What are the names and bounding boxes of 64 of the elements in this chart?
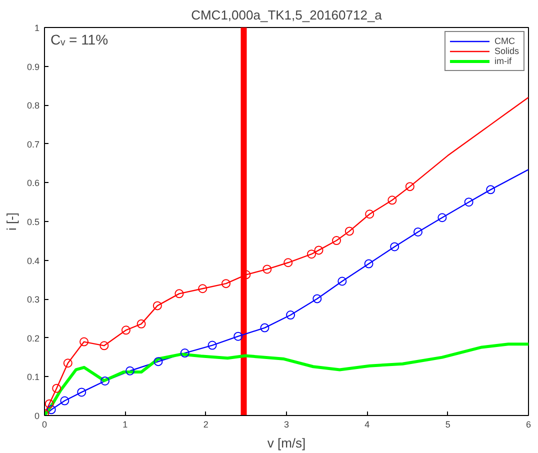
point (413, 227, 422, 236)
x-tick-label: 2 (203, 420, 208, 430)
y-tick-label: 0.9 (26, 62, 40, 72)
point (100, 376, 110, 386)
point (312, 294, 322, 304)
annotation: Cᵥ = 11% (50, 32, 108, 48)
x-tick-label: 6 (526, 420, 532, 430)
x-tick-label: 5 (445, 420, 450, 430)
y-tick-label: 0.7 (26, 139, 40, 150)
y-tick-label: 1 (34, 23, 40, 33)
y-tick-label: 0.6 (26, 178, 40, 188)
point (314, 246, 324, 255)
point (198, 284, 208, 294)
point (52, 384, 62, 393)
point (152, 301, 162, 310)
y-tick-label: 0.5 (26, 217, 40, 227)
point (486, 185, 496, 194)
point (390, 242, 400, 252)
point (100, 341, 109, 350)
chart-title: CMC1,000a_TK1,5_20160712_a (191, 8, 383, 22)
point (63, 358, 72, 368)
point (464, 198, 474, 207)
point (286, 310, 296, 320)
x-tick-label: 1 (122, 420, 128, 430)
y-axis-title: i [-] (4, 212, 19, 231)
point (344, 226, 354, 236)
point (77, 388, 86, 397)
point (180, 348, 190, 358)
point (260, 323, 270, 332)
point (438, 213, 447, 222)
point (154, 357, 163, 366)
y-tick-label: 0.1 (26, 372, 40, 382)
point (284, 258, 293, 268)
legend-label: Solids (494, 46, 519, 56)
point (222, 279, 230, 288)
point (332, 236, 342, 246)
point (46, 405, 56, 414)
y-tick-label: 0.3 (26, 294, 40, 305)
point (174, 289, 184, 298)
point (208, 340, 217, 350)
x-tick-label: 4 (364, 420, 370, 430)
point (121, 326, 130, 335)
x-tick-label: 0 (42, 420, 48, 430)
point (405, 182, 414, 192)
y-tick-label: 0.8 (26, 100, 40, 111)
y-tick-label: 0 (34, 411, 40, 421)
point (365, 210, 374, 219)
point (338, 276, 347, 286)
y-tick-label: 0.4 (26, 256, 40, 266)
point (126, 366, 135, 376)
point (234, 332, 243, 341)
x-axis-title: v [m/s] (267, 436, 306, 450)
point (388, 196, 397, 205)
point (44, 399, 54, 408)
point (136, 319, 146, 328)
point (307, 250, 316, 259)
point (262, 264, 272, 274)
legend-label: im-if (494, 56, 512, 66)
y-tick-label: 0.2 (26, 333, 40, 344)
point (364, 259, 374, 268)
point (80, 337, 89, 346)
legend-label: CMC (494, 36, 515, 46)
x-tick-label: 3 (284, 420, 290, 430)
point (60, 396, 70, 406)
